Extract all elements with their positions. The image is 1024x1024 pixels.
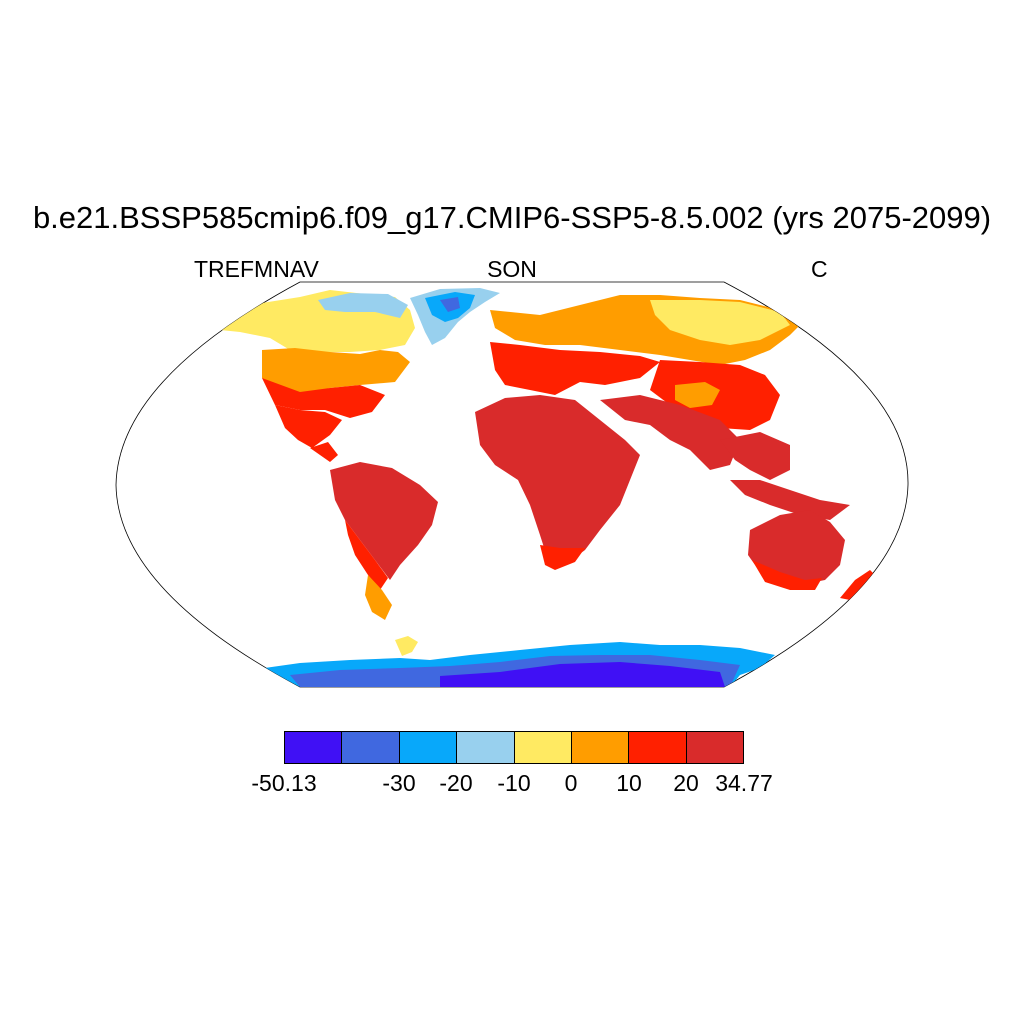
units-label: C [811,256,828,282]
antarctica-interior [440,662,725,687]
colorbar-label: 10 [616,770,642,796]
colorbar-box-1 [285,732,343,763]
new-zealand [840,570,878,600]
variable-label: TREFMNAV [194,256,319,282]
australia [748,510,845,585]
colorbar-box-3 [399,732,458,763]
arabia-india [600,395,740,470]
europe-warm [490,342,660,395]
colorbar-box-5 [514,732,572,763]
southern-africa [540,545,585,570]
colorbar-box-4 [457,732,515,763]
south-america-warm [345,520,388,590]
north-america-warm [262,378,385,418]
chart-title: b.e21.BSSP585cmip6.f09_g17.CMIP6-SSP5-8.… [32,200,992,235]
map-boundary [115,281,909,688]
tibet-plateau [675,382,720,408]
colorbar-label-max: 34.77 [715,770,773,796]
central-america-hot [275,405,342,462]
season-label: SON [487,256,537,282]
antarctic-peninsula [395,636,418,656]
siberia-cool [650,300,790,345]
africa [475,395,640,565]
colorbar-box-8 [686,732,743,763]
south-america-south [365,575,392,620]
colorbar-label: 0 [564,770,578,796]
colorbar-box-6 [571,732,630,763]
colorbar-box-2 [342,732,400,763]
colorbar-label-min: -50.13 [251,770,317,796]
colorbar-label: -10 [497,770,531,796]
australia-south [752,560,822,590]
colorbar [284,731,744,764]
greenland-core [440,297,460,312]
southeast-asia [720,432,850,520]
colorbar-box-7 [629,732,687,763]
colorbar-label: 20 [673,770,699,796]
north-america-cool [318,293,408,318]
colorbar-label: -30 [382,770,416,796]
colorbar-label: -20 [439,770,473,796]
north-america-mild [262,348,410,395]
south-america [330,462,438,580]
